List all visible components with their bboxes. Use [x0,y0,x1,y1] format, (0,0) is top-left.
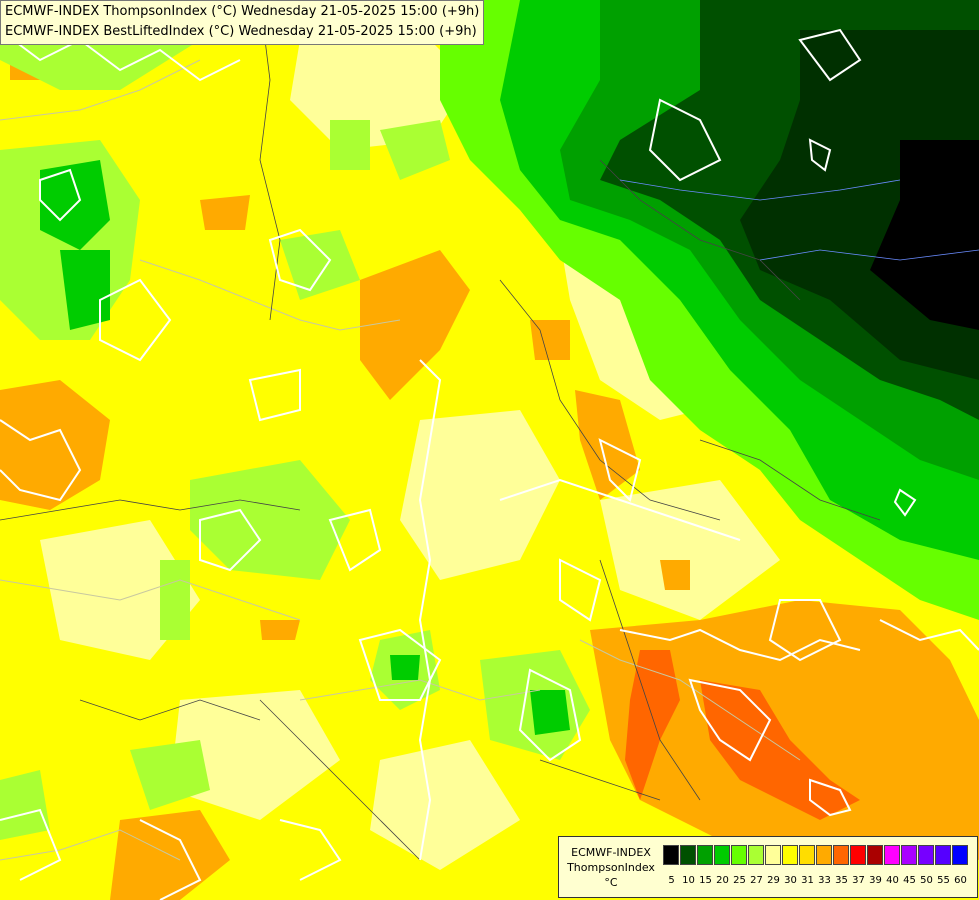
legend-swatch [884,845,900,865]
legend-text: ECMWF-INDEX ThompsonIndex °C [563,845,659,890]
legend-tick: 27 [750,875,763,886]
legend-swatch [816,845,832,865]
legend-tick: 40 [886,875,899,886]
legend-swatch [782,845,798,865]
legend-swatch [833,845,849,865]
legend-unit: °C [604,876,618,889]
color-legend: ECMWF-INDEX ThompsonIndex °C 5 10 15 20 25 27… [558,836,978,898]
legend-swatch [714,845,730,865]
legend-swatch [901,845,917,865]
green-areas [40,0,979,735]
legend-tick: 39 [869,875,882,886]
legend-swatch [731,845,747,865]
legend-swatch [918,845,934,865]
legend-tick-labels: 5 10 15 20 25 27 29 30 31 33 35 37 39 40 45 50 55 60 [663,875,969,886]
map-title-thompson: ECMWF-INDEX ThompsonIndex (°C) Wednesday… [5,4,480,19]
legend-model: ECMWF-INDEX [571,846,651,859]
legend-tick: 33 [818,875,831,886]
country-borders [0,59,801,861]
legend-swatch [867,845,883,865]
map-title-lifted: ECMWF-INDEX BestLiftedIndex (°C) Wednesd… [5,24,477,39]
lifted-index-contours [0,28,979,900]
legend-swatch [952,845,968,865]
legend-swatch [765,845,781,865]
legend-tick: 30 [784,875,797,886]
legend-swatch [799,845,815,865]
map-title-box: ECMWF-INDEX ThompsonIndex (°C) Wednesday… [0,0,485,45]
legend-swatch [697,845,713,865]
legend-tick: 60 [954,875,967,886]
rivers [619,179,979,261]
legend-tick: 20 [716,875,729,886]
legend-tick: 35 [835,875,848,886]
legend-tick: 31 [801,875,814,886]
red-orange-areas [625,650,860,820]
legend-tick: 10 [682,875,695,886]
legend-parameter: ThompsonIndex [567,861,655,874]
legend-swatch [663,845,679,865]
legend-tick: 5 [668,875,675,886]
legend-tick: 55 [937,875,950,886]
legend-tick: 37 [852,875,865,886]
legend-swatch [850,845,866,865]
legend-swatches [663,845,969,865]
legend-tick: 29 [767,875,780,886]
legend-swatch [748,845,764,865]
legend-tick: 50 [920,875,933,886]
legend-swatch [935,845,951,865]
legend-tick: 45 [903,875,916,886]
legend-tick: 25 [733,875,746,886]
legend-swatch [680,845,696,865]
legend-tick: 15 [699,875,712,886]
